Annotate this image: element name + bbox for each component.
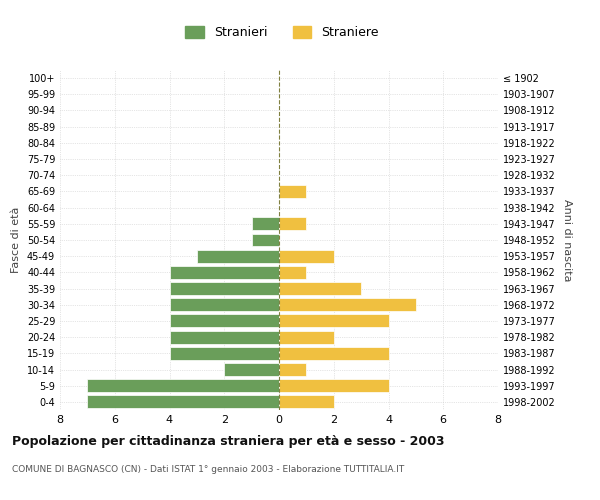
Bar <box>279 396 334 408</box>
Bar <box>170 330 279 344</box>
Bar <box>170 266 279 279</box>
Bar <box>197 250 279 262</box>
Bar <box>170 282 279 295</box>
Bar <box>279 330 334 344</box>
Bar <box>279 250 334 262</box>
Bar <box>279 363 307 376</box>
Text: Popolazione per cittadinanza straniera per età e sesso - 2003: Popolazione per cittadinanza straniera p… <box>12 435 445 448</box>
Bar <box>170 298 279 311</box>
Bar <box>279 298 416 311</box>
Bar <box>88 396 279 408</box>
Bar <box>88 379 279 392</box>
Bar <box>279 314 389 328</box>
Bar <box>279 218 307 230</box>
Bar <box>224 363 279 376</box>
Bar <box>279 347 389 360</box>
Bar <box>279 379 389 392</box>
Y-axis label: Fasce di età: Fasce di età <box>11 207 21 273</box>
Bar <box>251 218 279 230</box>
Bar <box>170 347 279 360</box>
Text: COMUNE DI BAGNASCO (CN) - Dati ISTAT 1° gennaio 2003 - Elaborazione TUTTITALIA.I: COMUNE DI BAGNASCO (CN) - Dati ISTAT 1° … <box>12 465 404 474</box>
Y-axis label: Anni di nascita: Anni di nascita <box>562 198 572 281</box>
Legend: Stranieri, Straniere: Stranieri, Straniere <box>180 21 384 44</box>
Bar <box>251 234 279 246</box>
Bar <box>170 314 279 328</box>
Bar <box>279 266 307 279</box>
Bar <box>279 185 307 198</box>
Bar <box>279 282 361 295</box>
